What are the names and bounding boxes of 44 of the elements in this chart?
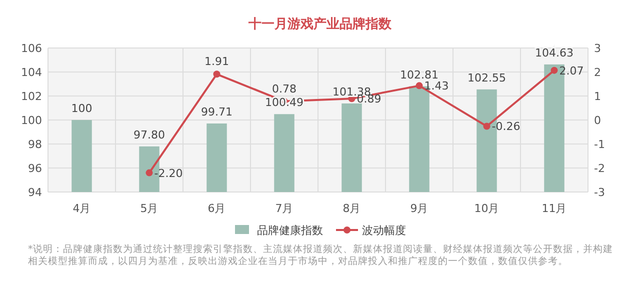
- data-label: 97.80: [134, 128, 165, 142]
- x-tick-label: 7月: [275, 202, 294, 215]
- y2-tick-label: 0: [594, 114, 601, 127]
- data-label: 102.55: [468, 71, 506, 84]
- y-tick-label: 106: [21, 42, 42, 55]
- data-label: 104.63: [535, 46, 574, 60]
- legend-label: 波动幅度: [362, 224, 406, 237]
- text: *说明：品牌健康指数为通过统计整理搜索引擎指数、主流媒体报道频次、新媒体报道阅读量、财经媒体报道频次等公开数据，并构建相关模型推算而成，以四月为基准，反映出游戏企业在当月于市场中，对品牌投入和推广程度的一个数值，数值仅供参考。: [28, 243, 613, 267]
- point: [483, 122, 490, 130]
- data-label: 2.07: [559, 64, 584, 78]
- x-tick-label: 11月: [542, 202, 567, 215]
- x-tick-label: 5月: [140, 202, 158, 215]
- y2-tick-label: -1: [594, 138, 605, 151]
- point: [146, 169, 153, 176]
- x-tick-label: 4月: [72, 202, 91, 215]
- data-label: 1.43: [424, 80, 449, 93]
- y-tick-label: 94: [28, 186, 42, 199]
- x-tick-label: 9月: [410, 202, 428, 215]
- y-tick-label: 104: [21, 66, 42, 79]
- data-label: 99.71: [201, 105, 232, 118]
- data-label: 0.89: [356, 92, 382, 106]
- y-tick-label: 100: [21, 114, 42, 127]
- chart-title: 十一月游戏产业品牌指数: [248, 16, 392, 32]
- point: [213, 70, 220, 78]
- data-label: -0.26: [492, 120, 520, 134]
- data-label: -2.20: [154, 166, 183, 180]
- y-tick-label: 98: [28, 138, 42, 151]
- y2-tick-label: 3: [594, 42, 601, 55]
- x-tick-label: 6月: [208, 202, 226, 215]
- x-tick-label: 8月: [342, 202, 361, 215]
- y2-tick-label: -3: [594, 186, 605, 199]
- legend-label: 品牌健康指数: [257, 224, 323, 237]
- data-label: 102.81: [400, 68, 438, 82]
- y2-tick-label: 2: [594, 66, 601, 79]
- data-label: 100: [71, 102, 92, 115]
- y2-tick-label: 1: [594, 90, 601, 103]
- y2-tick-label: -2: [594, 162, 605, 175]
- y-tick-label: 102: [21, 90, 42, 103]
- x-tick-label: 10月: [474, 202, 500, 215]
- data-label: 0.78: [272, 82, 296, 96]
- data-label: 1.91: [204, 55, 229, 68]
- point: [550, 66, 558, 74]
- y-tick-label: 96: [28, 162, 42, 175]
- point: [416, 82, 423, 90]
